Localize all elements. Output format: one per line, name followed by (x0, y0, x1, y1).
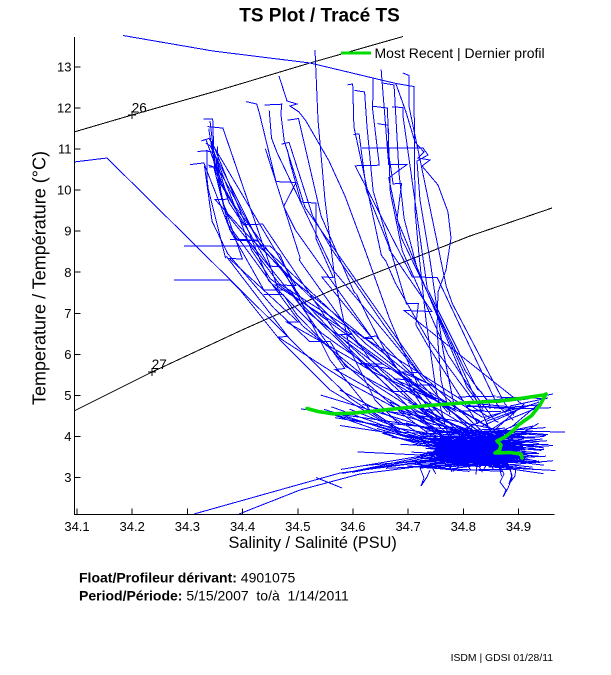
svg-text:Most Recent | Dernier profil: Most Recent | Dernier profil (375, 45, 545, 61)
svg-text:34.3: 34.3 (175, 519, 200, 534)
svg-text:34.8: 34.8 (451, 519, 476, 534)
svg-text:34.5: 34.5 (285, 519, 310, 534)
svg-text:Period/Période: 5/15/2007 to/: Period/Période: 5/15/2007 to/à 1/14/2011 (79, 588, 349, 604)
svg-text:12: 12 (57, 101, 71, 116)
svg-text:27: 27 (152, 357, 167, 372)
svg-text:7: 7 (64, 306, 71, 321)
svg-text:ISDM | GDSI 01/28/11: ISDM | GDSI 01/28/11 (451, 653, 554, 664)
svg-text:11: 11 (58, 142, 72, 157)
svg-text:Salinity / Salinité (PSU): Salinity / Salinité (PSU) (229, 534, 397, 552)
svg-text:3: 3 (64, 470, 71, 485)
svg-text:TS Plot / Tracé TS: TS Plot / Tracé TS (239, 6, 400, 27)
svg-text:34.9: 34.9 (506, 519, 531, 534)
svg-text:26: 26 (132, 101, 147, 116)
svg-text:8: 8 (64, 265, 71, 280)
svg-text:4: 4 (64, 429, 71, 444)
svg-text:34.1: 34.1 (64, 519, 89, 534)
svg-text:10: 10 (57, 183, 71, 198)
svg-text:34.4: 34.4 (230, 519, 255, 534)
svg-text:Float/Profileur dérivant: 4901: Float/Profileur dérivant: 4901075 (79, 570, 296, 586)
svg-text:9: 9 (64, 224, 71, 239)
svg-text:34.7: 34.7 (395, 519, 420, 534)
svg-text:6: 6 (64, 347, 71, 362)
svg-text:34.2: 34.2 (120, 519, 145, 534)
svg-text:5: 5 (64, 388, 71, 403)
svg-text:34.6: 34.6 (340, 519, 365, 534)
svg-text:Temperature / Température (°C): Temperature / Température (°C) (30, 151, 50, 405)
svg-text:13: 13 (57, 60, 71, 75)
